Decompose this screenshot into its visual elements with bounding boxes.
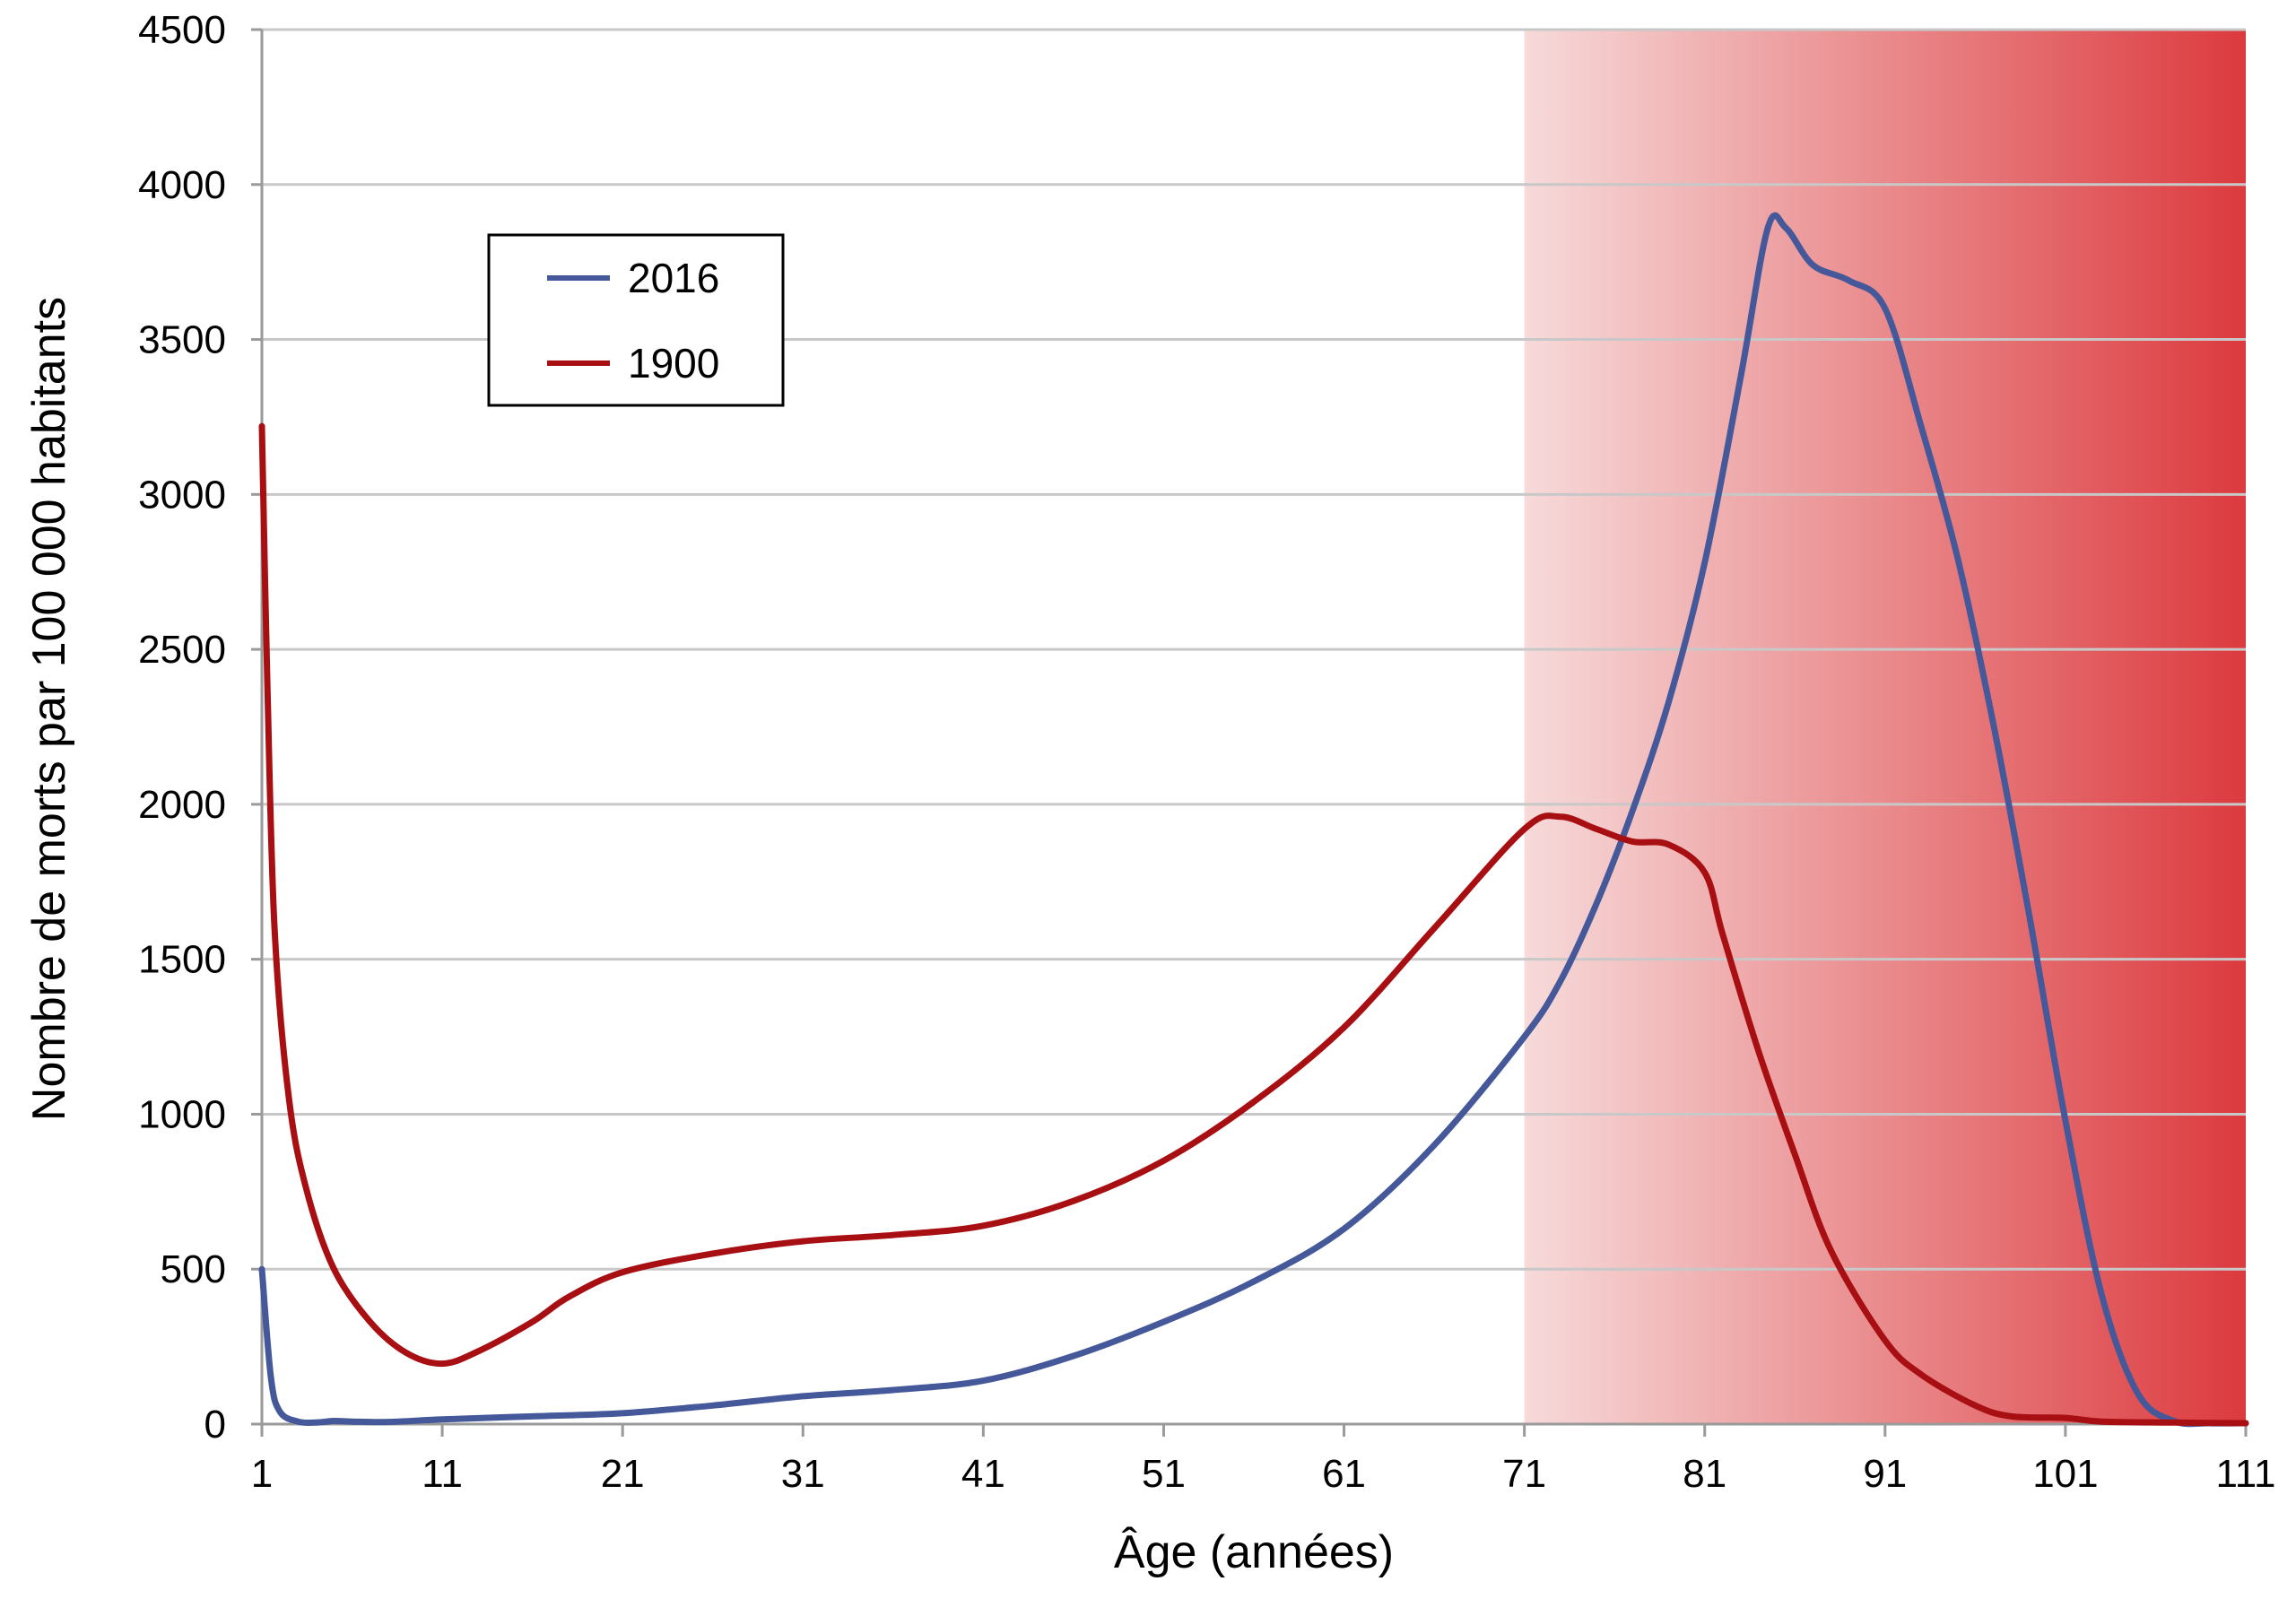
- legend: 2016 1900: [487, 233, 785, 407]
- x-tick-label-1: 1: [251, 1452, 273, 1496]
- y-tick-label-2500: 2500: [138, 628, 226, 672]
- x-tick-label-91: 91: [1863, 1452, 1907, 1496]
- y-tick-label-4500: 4500: [138, 8, 226, 52]
- x-tick-label-11: 11: [422, 1452, 463, 1496]
- x-tick-label-51: 51: [1142, 1452, 1186, 1496]
- x-tick-label-41: 41: [961, 1452, 1005, 1496]
- y-tick-label-3500: 3500: [138, 318, 226, 362]
- x-tick-label-31: 31: [781, 1452, 825, 1496]
- x-tick-label-111: 111: [2216, 1452, 2276, 1496]
- legend-box: [487, 233, 785, 407]
- y-tick-label-4000: 4000: [138, 163, 226, 207]
- x-tick-label-61: 61: [1322, 1452, 1366, 1496]
- x-axis-title: Âge (années): [1114, 1526, 1394, 1578]
- y-tick-label-500: 500: [161, 1247, 226, 1291]
- y-tick-label-1500: 1500: [138, 938, 226, 982]
- y-tick-label-0: 0: [204, 1403, 226, 1447]
- y-tick-label-1000: 1000: [138, 1092, 226, 1136]
- y-tick-label-2000: 2000: [138, 783, 226, 827]
- x-tick-label-81: 81: [1683, 1452, 1726, 1496]
- series-line-1900: [258, 422, 2249, 1427]
- series-lines: [258, 212, 2249, 1428]
- x-tick-label-21: 21: [601, 1452, 645, 1496]
- y-axis-title: Nombre de morts par 100 000 habitants: [23, 297, 75, 1121]
- elderly-age-shaded-region: [1524, 30, 2246, 1424]
- series-line-2016: [258, 212, 2249, 1428]
- legend-label-2016: 2016: [628, 255, 719, 301]
- y-tick-label-3000: 3000: [138, 473, 226, 517]
- x-tick-label-71: 71: [1502, 1452, 1546, 1496]
- x-tick-label-101: 101: [2032, 1452, 2098, 1496]
- legend-label-1900: 1900: [628, 340, 719, 387]
- axes: [260, 30, 2246, 1426]
